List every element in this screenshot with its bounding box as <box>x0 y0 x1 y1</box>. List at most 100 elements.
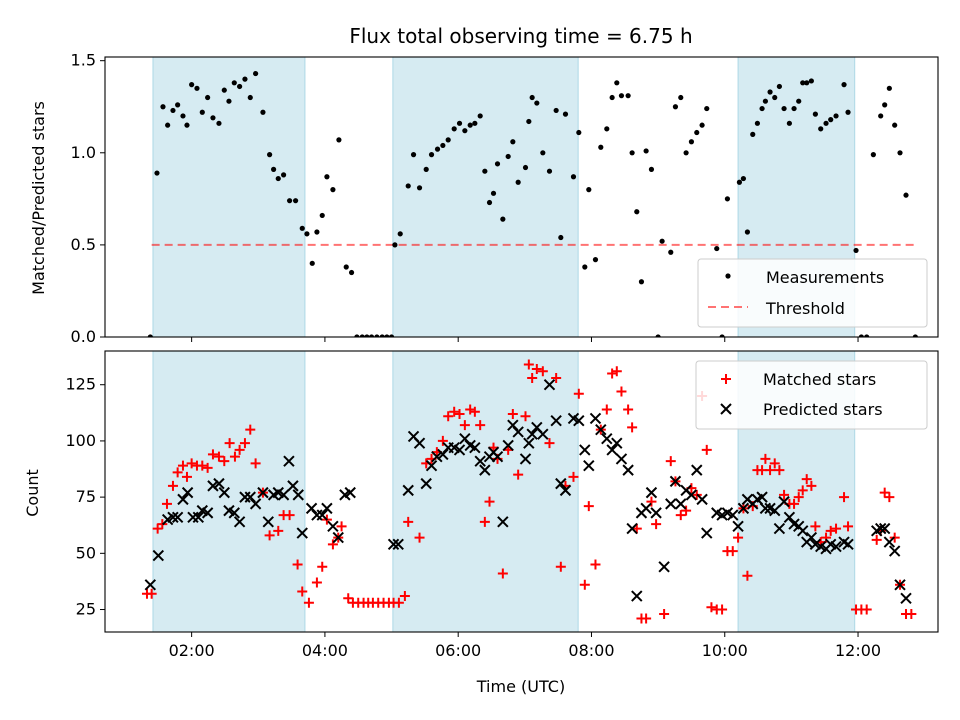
matched-star-point <box>520 411 531 422</box>
predicted-star-point <box>453 444 466 456</box>
matched-star-point <box>641 613 652 624</box>
measurement-point <box>242 76 248 82</box>
predicted-star-point <box>262 516 274 528</box>
measurement-point <box>841 82 847 88</box>
measurement-point <box>618 93 625 99</box>
measurement-point <box>609 94 615 101</box>
predicted-star-point <box>773 522 786 535</box>
measurement-point <box>736 179 743 185</box>
matched-star-point <box>611 366 622 377</box>
measurement-point <box>694 129 700 136</box>
predicted-star-point <box>171 511 184 524</box>
matched-star-point <box>292 559 303 570</box>
predicted-star-point <box>144 579 157 591</box>
measurement-point <box>529 94 535 101</box>
measurement-point <box>882 102 888 108</box>
predicted-star-point <box>344 486 356 499</box>
predicted-star-point <box>573 414 585 427</box>
bottom-series-1 <box>144 379 912 604</box>
measurement-point <box>714 245 720 252</box>
matched-star-point <box>284 510 295 521</box>
matched-star-point <box>273 525 284 536</box>
measurement-point <box>270 166 277 172</box>
bottom-ytick-label: 75 <box>76 487 96 506</box>
legend-measurements-label: Measurements <box>766 268 884 287</box>
predicted-star-point <box>601 432 613 445</box>
matched-star-point <box>871 534 882 545</box>
measurement-point <box>754 120 761 126</box>
predicted-star-point <box>645 486 658 499</box>
measurement-point <box>719 334 725 337</box>
matched-star-point <box>250 458 261 469</box>
measurement-point <box>336 137 342 143</box>
predicted-star-point <box>192 511 205 524</box>
measurement-point <box>324 174 330 180</box>
measurement-point <box>534 100 540 106</box>
measurement-point <box>472 120 478 126</box>
measurement-point <box>586 187 592 193</box>
matched-star-point <box>681 505 692 516</box>
predicted-star-point <box>181 486 194 499</box>
matched-star-point <box>568 471 579 482</box>
top-plot: 0.0 0.5 1.0 1.5 Measurements Threshold <box>71 51 939 346</box>
matched-star-point <box>760 453 771 464</box>
measurement-point <box>570 174 577 180</box>
bottom-ytick-label: 100 <box>65 431 96 450</box>
measurement-point <box>330 187 336 193</box>
predicted-star-point <box>228 507 240 519</box>
predicted-star-point <box>675 498 687 510</box>
matched-star-point <box>513 469 524 480</box>
matched-star-point <box>675 510 686 521</box>
measurement-point <box>562 111 569 117</box>
matched-star-point <box>479 516 490 527</box>
matched-star-point <box>774 465 785 476</box>
predicted-star-point <box>769 504 781 517</box>
predicted-star-point <box>615 453 628 465</box>
predicted-star-point <box>321 502 333 515</box>
predicted-star-point <box>218 486 230 499</box>
matched-star-point <box>181 471 192 482</box>
matched-star-point <box>234 444 245 455</box>
predicted-star-point <box>402 484 414 497</box>
measurement-point <box>704 105 710 112</box>
measurement-point <box>759 105 765 112</box>
predicted-star-point <box>550 414 562 427</box>
predicted-star-point <box>152 549 165 562</box>
predicted-star-point <box>691 464 703 476</box>
measurement-point <box>348 269 355 276</box>
top-ytick-label: 1.5 <box>71 51 96 70</box>
measurement-point <box>405 183 411 189</box>
measurement-point <box>892 122 898 128</box>
predicted-star-point <box>425 459 438 472</box>
matched-star-point <box>706 602 717 613</box>
measurement-point <box>388 334 395 337</box>
predicted-star-point <box>669 475 682 488</box>
matched-star-point <box>454 408 465 419</box>
measurement-point <box>374 334 380 337</box>
predicted-star-point <box>830 540 842 553</box>
matched-star-point <box>264 530 275 541</box>
predicted-star-point <box>583 459 595 472</box>
measurement-point <box>643 148 649 154</box>
bottom-ytick-label: 125 <box>65 375 96 394</box>
legend-matched-label: Matched stars <box>763 370 876 389</box>
measurement-point <box>833 113 839 119</box>
predicted-star-point <box>894 579 906 591</box>
measurement-point <box>397 231 403 237</box>
measurement-point <box>688 139 695 145</box>
predicted-star-point <box>606 444 618 456</box>
legend-matched-marker <box>721 374 731 384</box>
measurement-point <box>445 137 451 143</box>
measurement-point <box>314 229 320 235</box>
bottom-series-0 <box>141 359 917 624</box>
measurement-point <box>655 334 661 337</box>
matched-star-point <box>311 577 322 588</box>
matched-star-point <box>393 597 404 608</box>
predicted-star-point <box>559 484 572 497</box>
measurement-point <box>526 118 532 125</box>
measurement-point <box>828 117 834 123</box>
matched-star-point <box>297 586 308 597</box>
matched-star-point <box>555 561 566 572</box>
matched-star-point <box>475 420 486 431</box>
matched-star-point <box>202 462 213 473</box>
